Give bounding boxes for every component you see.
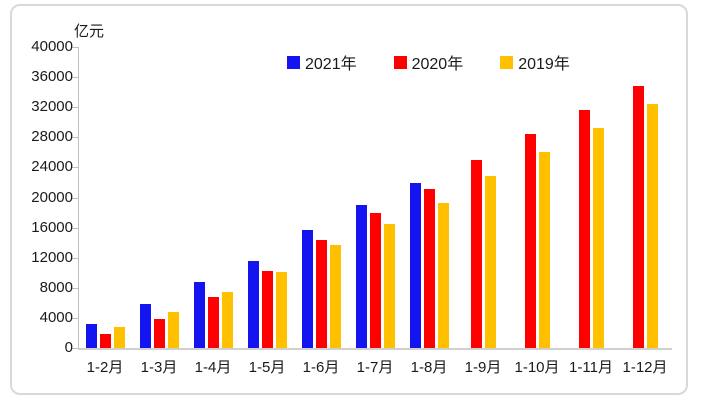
y-axis-tick — [72, 228, 78, 229]
bar-2019年-1-8月 — [437, 202, 449, 348]
y-axis-tick — [72, 167, 78, 168]
y-axis-tick — [72, 198, 78, 199]
legend-swatch-icon — [500, 55, 514, 69]
x-axis-line — [78, 348, 672, 350]
bar-2019年-1-3月 — [167, 311, 179, 348]
y-axis-tick-label: 0 — [64, 339, 73, 356]
bar-2019年-1-12月 — [646, 104, 658, 348]
bar-group-1-7月 — [348, 47, 402, 348]
x-axis-label-1-8月: 1-8月 — [410, 359, 448, 376]
x-axis-label-1-7月: 1-7月 — [356, 359, 394, 376]
bar-2021年-1-5月 — [247, 260, 259, 348]
bar-2019年-1-6月 — [329, 244, 341, 348]
y-axis-tick-label: 36000 — [31, 68, 73, 85]
legend-swatch-icon — [393, 55, 407, 69]
bar-group-1-2月 — [78, 47, 132, 348]
bar-group-1-9月 — [456, 47, 510, 348]
y-axis-tick-label: 20000 — [31, 189, 73, 206]
bar-2019年-1-2月 — [113, 326, 125, 348]
legend-label: 2021年 — [305, 56, 357, 73]
bar-group-1-8月 — [402, 47, 456, 348]
y-axis-tick-label: 4000 — [39, 309, 73, 326]
y-axis-tick — [72, 288, 78, 289]
y-axis-tick-label: 32000 — [31, 98, 73, 115]
bar-2019年-1-10月 — [538, 151, 550, 348]
x-axis-label-1-10月: 1-10月 — [514, 359, 560, 376]
bar-2020年-1-9月 — [470, 159, 482, 348]
chart-legend: 2021年 2020年 2019年 — [287, 50, 570, 74]
bar-2020年-1-4月 — [207, 296, 219, 348]
bar-group-1-6月 — [294, 47, 348, 348]
x-axis-label-1-11月: 1-11月 — [569, 359, 613, 376]
y-axis-tick — [72, 47, 78, 48]
bar-2021年-1-7月 — [355, 205, 367, 348]
legend-label: 2020年 — [411, 56, 464, 73]
y-axis-tick-label: 40000 — [31, 38, 73, 55]
bar-group-1-11月 — [564, 47, 618, 348]
x-axis-label-1-4月: 1-4月 — [194, 359, 232, 376]
x-axis-label-1-9月: 1-9月 — [464, 359, 502, 376]
bar-2021年-1-8月 — [409, 183, 421, 348]
bar-2021年-1-3月 — [139, 303, 151, 348]
bar-group-1-12月 — [618, 47, 672, 348]
y-axis-tick-label: 24000 — [31, 158, 73, 175]
bar-2019年-1-11月 — [592, 127, 604, 348]
bar-2019年-1-5月 — [275, 272, 287, 348]
y-axis-tick — [72, 258, 78, 259]
bar-2020年-1-2月 — [99, 333, 111, 348]
legend-item-2020年: 2020年 — [393, 50, 464, 74]
x-axis-label-1-5月: 1-5月 — [248, 359, 286, 376]
y-axis-tick — [72, 348, 78, 349]
legend-label: 2019年 — [518, 56, 570, 73]
bar-2020年-1-3月 — [153, 319, 165, 348]
bar-2020年-1-11月 — [578, 110, 590, 348]
y-axis-tick-label: 8000 — [39, 279, 73, 296]
x-axis-label-1-3月: 1-3月 — [140, 359, 178, 376]
y-axis-tick — [72, 77, 78, 78]
bar-2019年-1-4月 — [221, 292, 233, 348]
legend-item-2021年: 2021年 — [287, 50, 357, 74]
bar-2020年-1-12月 — [632, 86, 644, 348]
bar-group-1-4月 — [186, 47, 240, 348]
bar-group-1-10月 — [510, 47, 564, 348]
legend-item-2019年: 2019年 — [500, 50, 570, 74]
bar-2020年-1-8月 — [423, 188, 435, 348]
y-axis-tick-label: 12000 — [31, 249, 73, 266]
bar-2019年-1-9月 — [484, 175, 496, 348]
bar-2019年-1-7月 — [383, 223, 395, 348]
bar-2020年-1-6月 — [315, 239, 327, 348]
y-axis-tick-label: 16000 — [31, 219, 73, 236]
bar-group-1-5月 — [240, 47, 294, 348]
x-axis-label-1-6月: 1-6月 — [302, 359, 340, 376]
y-axis-line — [78, 47, 79, 348]
x-axis-label-1-2月: 1-2月 — [86, 359, 124, 376]
bar-2020年-1-5月 — [261, 270, 273, 348]
bar-2021年-1-4月 — [193, 281, 205, 348]
y-axis-tick — [72, 318, 78, 319]
bar-2020年-1-10月 — [524, 133, 536, 348]
y-axis-unit-label: 亿元 — [74, 23, 105, 40]
bar-group-1-3月 — [132, 47, 186, 348]
bar-2021年-1-6月 — [301, 229, 313, 348]
y-axis-tick-label: 28000 — [31, 128, 73, 145]
legend-swatch-icon — [287, 55, 300, 69]
x-axis-label-1-12月: 1-12月 — [622, 359, 668, 376]
bar-2021年-1-2月 — [85, 323, 97, 348]
y-axis-tick — [72, 137, 78, 138]
y-axis-tick — [72, 107, 78, 108]
bar-2020年-1-7月 — [369, 212, 381, 348]
